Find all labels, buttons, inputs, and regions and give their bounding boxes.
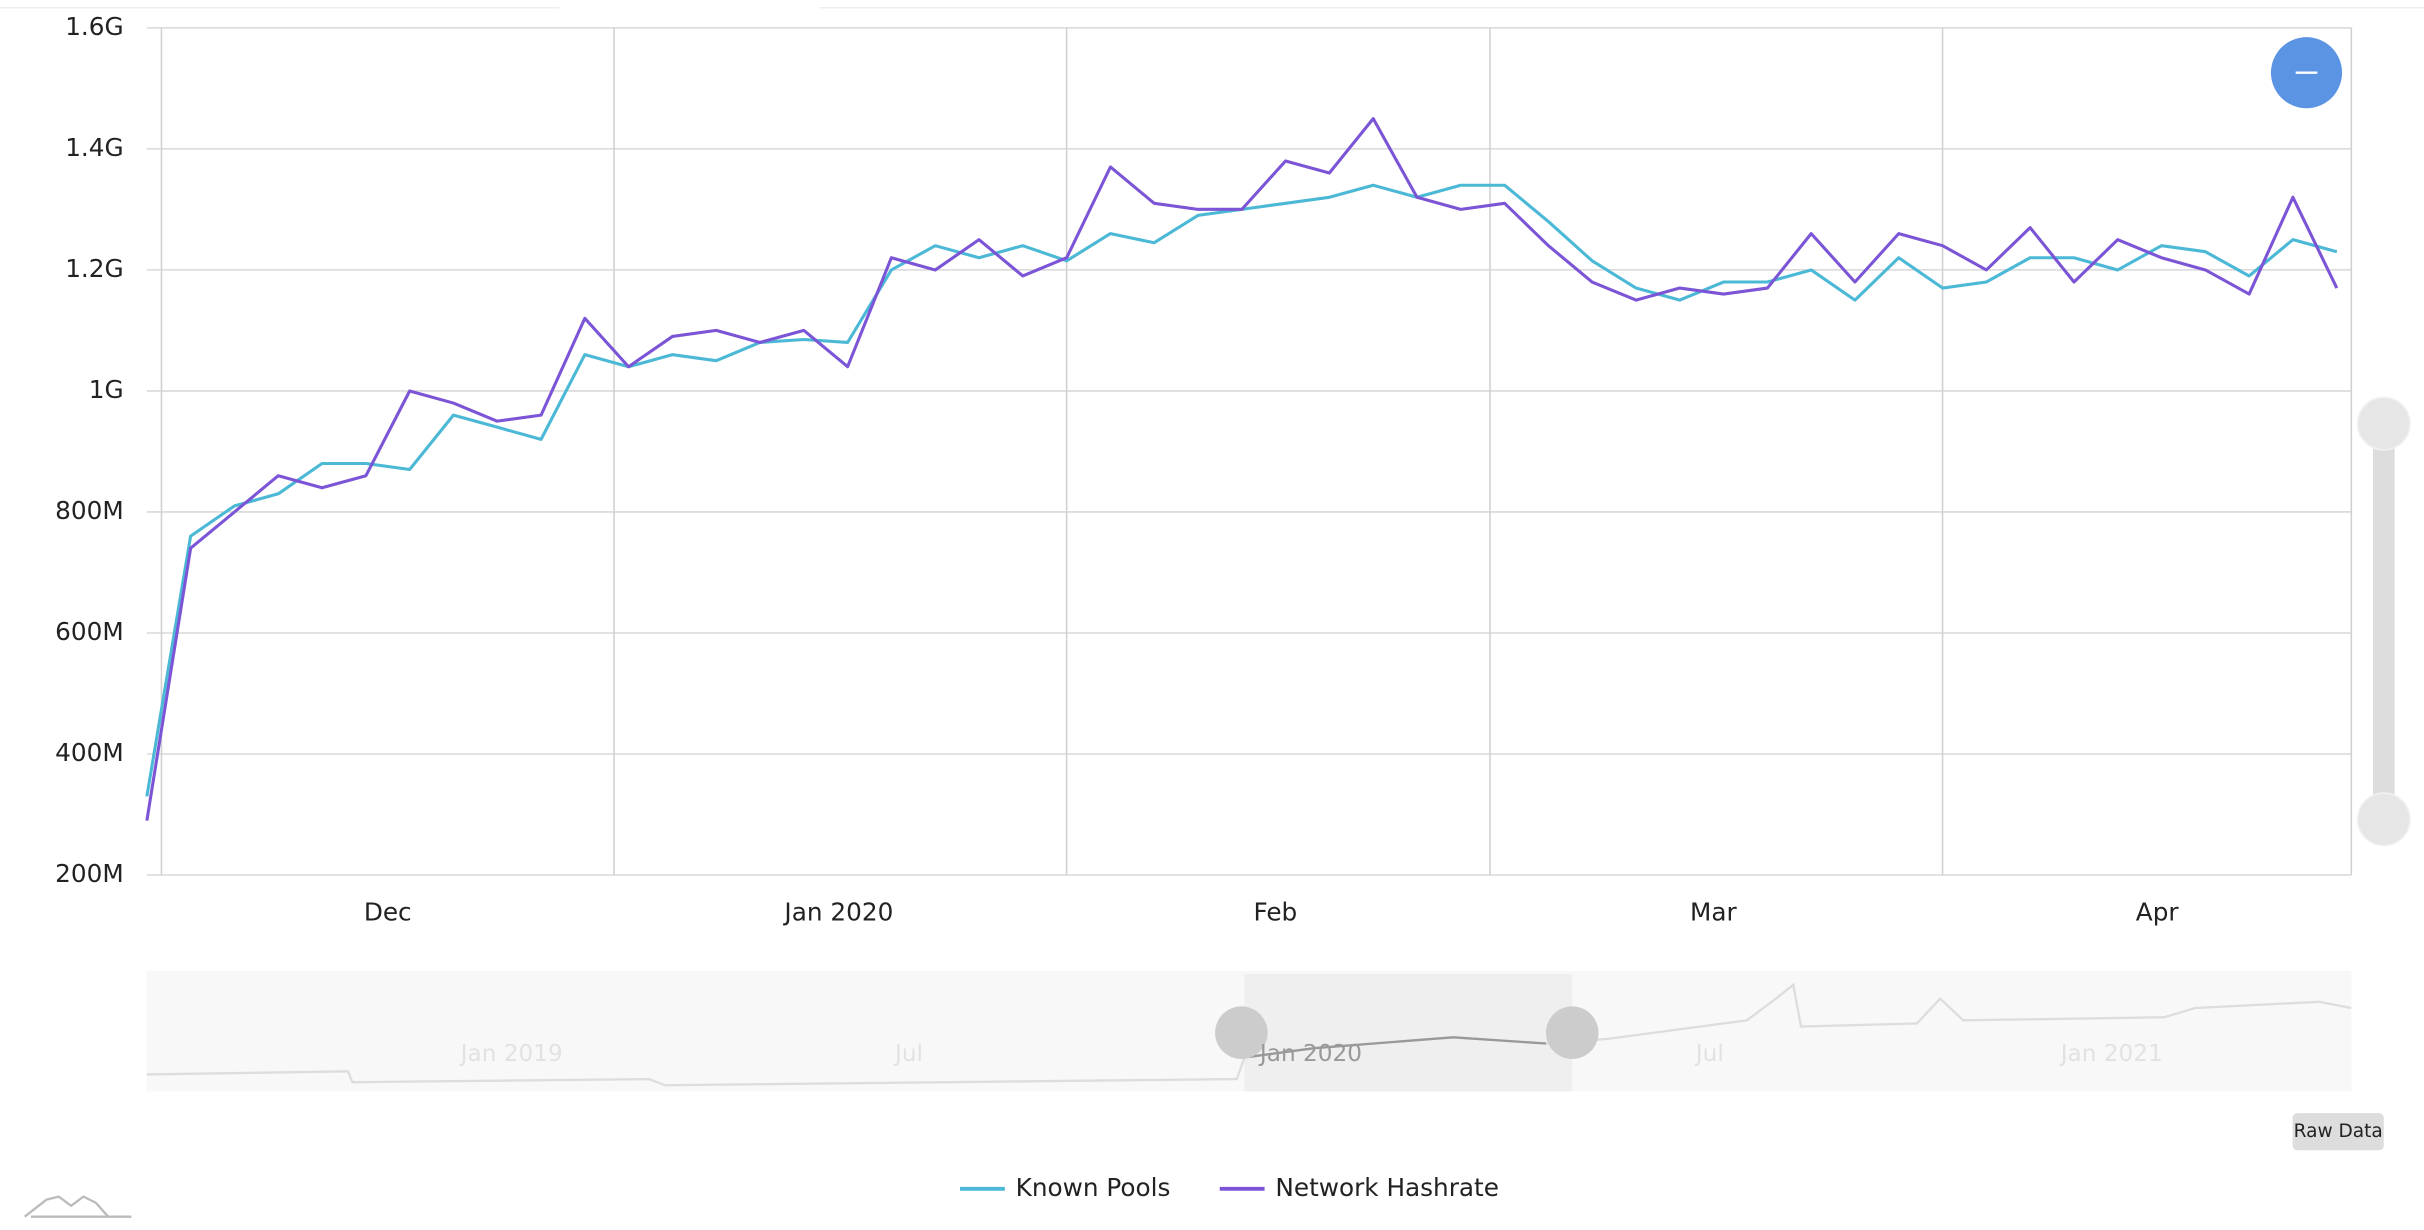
x-tick-label: Feb (1253, 898, 1297, 927)
x-tick-label: Dec (364, 898, 412, 927)
raw-data-label[interactable]: Raw Data (2294, 1121, 2383, 1142)
vertical-scrollbar[interactable] (2356, 396, 2411, 847)
scroll-track (2372, 423, 2395, 820)
y-tick-label: 400M (55, 738, 124, 767)
navigator-handle[interactable] (1215, 1006, 1268, 1059)
navigator-label: Jan 2020 (1258, 1040, 1362, 1067)
scroll-handle[interactable] (2356, 396, 2411, 451)
navigator-series-selected (1244, 1036, 1546, 1059)
logo (24, 1195, 132, 1218)
navigator[interactable]: Jan 2019 Jul Jan 2020 Jul Jan 2021 (146, 970, 2352, 1092)
zoom-out-button[interactable] (2270, 37, 2343, 109)
y-tick-label: 1.4G (65, 133, 123, 162)
y-tick-label: 200M (55, 859, 124, 888)
legend-item[interactable]: Known Pools (960, 1173, 1170, 1202)
x-tick-label: Apr (2136, 898, 2180, 927)
scroll-handle[interactable] (2356, 792, 2411, 847)
x-tick-label: Mar (1690, 898, 1737, 927)
raw-data-bg[interactable] (2292, 1113, 2384, 1151)
y-tick-label: 1.6G (65, 12, 123, 41)
legend-label: Network Hashrate (1275, 1173, 1499, 1202)
navigator-label: Jan 2019 (459, 1040, 563, 1067)
raw-data-button[interactable]: Raw Data (2292, 1113, 2384, 1151)
navigator-selection[interactable] (1244, 973, 1573, 1092)
navigator-handle[interactable] (1545, 1006, 1599, 1059)
navigator-label: Jan 2021 (2059, 1040, 2163, 1067)
plot-area: 200M 400M 600M 800M 1G 1.2G 1.4G 1.6G Dec Jan 202… (55, 12, 2353, 927)
y-tick-label: 600M (55, 617, 124, 646)
y-tick-label: 800M (55, 496, 124, 525)
legend-item[interactable]: Network Hashrate (1219, 1173, 1499, 1202)
legend-label: Known Pools (1016, 1173, 1171, 1202)
x-tick-label: Jan 2020 (782, 898, 893, 927)
series-line (145, 183, 2338, 797)
y-tick-label: 1G (89, 375, 124, 404)
navigator-label: Jul (893, 1040, 923, 1067)
navigator-label: Jul (1694, 1040, 1724, 1067)
y-tick-label: 1.2G (65, 254, 123, 283)
series-line (145, 117, 2339, 821)
navigator-series (146, 982, 2352, 1087)
